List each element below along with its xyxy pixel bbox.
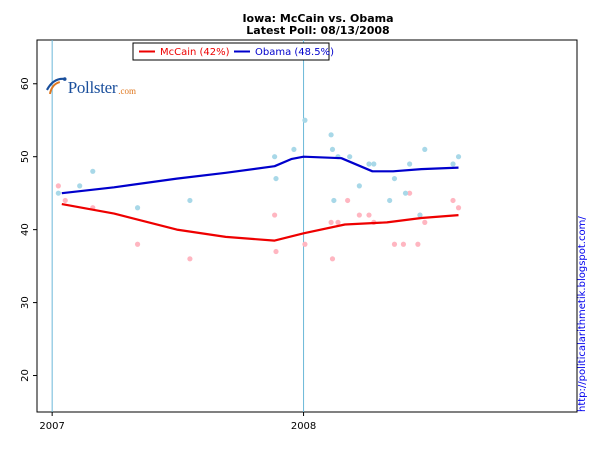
mccain-poll-point [62, 197, 68, 204]
mccain-poll-point [335, 219, 341, 225]
mccain-poll-point [187, 256, 193, 262]
obama-poll-point [391, 175, 398, 182]
y-tick-label: 50 [20, 150, 31, 163]
x-tick-label: 2008 [291, 421, 316, 432]
credit-link[interactable]: http://politicalarithmetik.blogspot.com/ [577, 216, 588, 412]
obama-poll-point [272, 154, 278, 160]
obama-poll-point [302, 117, 308, 123]
poll-points [55, 117, 462, 262]
trend-lines [61, 155, 459, 242]
obama-poll-point [329, 146, 336, 153]
mccain-poll-point [55, 183, 61, 189]
obama-poll-point [407, 161, 413, 167]
mccain-poll-point [134, 241, 141, 247]
mccain-legend-label: McCain (42%) [160, 47, 230, 58]
chart-title: Iowa: McCain vs. Obama [242, 12, 393, 25]
mccain-poll-point [415, 241, 421, 247]
obama-trend-line [61, 155, 459, 195]
obama-poll-point [328, 132, 334, 138]
obama-legend-label: Obama (48.5%) [255, 47, 334, 58]
obama-poll-point [455, 154, 462, 160]
legend: McCain (42%) Obama (48.5%) [132, 42, 334, 61]
mccain-poll-point [272, 212, 278, 218]
obama-poll-point [402, 190, 409, 196]
mccain-poll-point [455, 205, 462, 211]
mccain-poll-point [329, 256, 336, 262]
obama-poll-point [90, 168, 96, 174]
obama-poll-point [366, 161, 372, 167]
obama-poll-point [422, 146, 428, 153]
mccain-poll-point [400, 241, 407, 247]
credit-link-wrap[interactable]: http://politicalarithmetik.blogspot.com/ [570, 216, 600, 416]
pollster-swoosh-icon [46, 77, 67, 95]
mccain-poll-point [366, 212, 372, 218]
plot-frame [36, 39, 578, 413]
mccain-poll-point [450, 197, 456, 204]
obama-poll-point [134, 205, 141, 211]
obama-poll-point [387, 197, 393, 204]
obama-poll-point [450, 161, 456, 167]
mccain-trend-line [61, 203, 459, 242]
mccain-poll-point [273, 248, 279, 255]
obama-poll-point [55, 190, 61, 196]
mccain-poll-point [345, 197, 351, 204]
mccain-poll-point [422, 219, 428, 225]
obama-poll-point [291, 146, 297, 153]
mccain-poll-point [407, 190, 413, 196]
pollster-logo: Pollster .com [44, 70, 136, 98]
obama-poll-point [77, 183, 83, 189]
mccain-poll-point [328, 219, 334, 225]
obama-poll-point [187, 197, 193, 204]
x-tick-label: 2007 [39, 421, 64, 432]
y-tick-label: 30 [20, 296, 31, 309]
y-tick-label: 40 [20, 223, 31, 236]
obama-poll-point [356, 183, 362, 189]
legend-box [132, 42, 330, 61]
logo-suffix: .com [118, 86, 136, 96]
obama-poll-point [347, 154, 353, 160]
mccain-poll-point [356, 212, 362, 218]
y-tick-label: 20 [20, 369, 31, 382]
obama-poll-point [331, 197, 337, 204]
obama-poll-point [273, 175, 279, 182]
mccain-poll-point [302, 241, 308, 247]
chart-subtitle: Latest Poll: 08/13/2008 [246, 24, 389, 37]
logo-wordmark: Pollster [67, 78, 118, 97]
obama-poll-point [417, 212, 423, 218]
axes: 20 30 40 50 60 2007 2008 [20, 39, 578, 432]
mccain-poll-point [391, 241, 398, 247]
y-tick-label: 60 [20, 77, 31, 90]
obama-poll-point [371, 161, 377, 167]
